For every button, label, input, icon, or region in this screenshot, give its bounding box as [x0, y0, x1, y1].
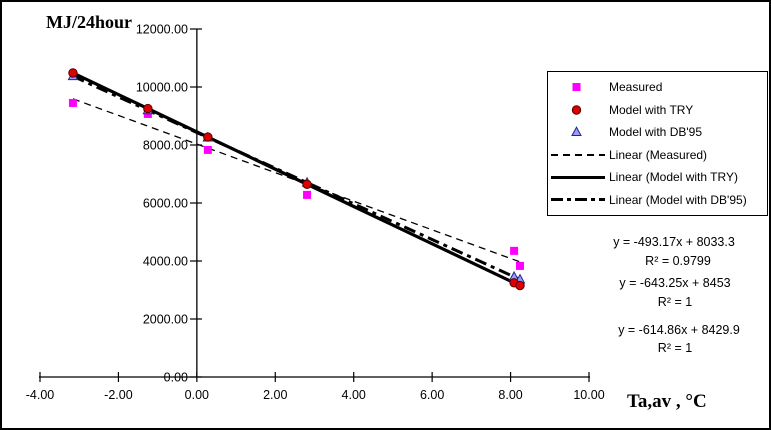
legend-label-linear-model-db95: Linear (Model with DB'95)	[609, 192, 747, 207]
equation-model-try[interactable]: y = -643.25x + 8453	[619, 276, 731, 290]
y-tick-label: 0.00	[164, 371, 188, 385]
series-measured[interactable]	[68, 98, 524, 270]
point-model-with-try[interactable]	[302, 179, 312, 189]
legend-label-model-db95: Model with DB'95	[609, 125, 702, 140]
legend-item-model-db95[interactable]: Model with DB'95	[548, 125, 767, 139]
x-tick-label: -4.00	[26, 388, 55, 402]
x-tick-label: -2.00	[104, 388, 133, 402]
trendline-linear-model-with-try[interactable]	[72, 71, 521, 288]
r-squared-model-try[interactable]: R² = 1	[657, 295, 693, 309]
legend-marker[interactable]	[572, 83, 581, 92]
legend-marker[interactable]	[571, 126, 582, 137]
dashed-line-icon	[551, 154, 605, 156]
y-tick-label: 10000.00	[136, 81, 188, 95]
measured-square-icon	[570, 81, 583, 93]
r-squared-measured[interactable]: R² = 0.9799	[645, 254, 711, 268]
equation-model-db95[interactable]: y = -614.86x + 8429.9	[618, 323, 740, 337]
point-measured[interactable]	[303, 190, 312, 199]
y-tick-label: 2000.00	[143, 313, 188, 327]
legend-item-linear-model-try[interactable]: Linear (Model with TRY)	[548, 170, 767, 184]
legend-label-model-try: Model with TRY	[609, 102, 694, 117]
legend-label-linear-model-try: Linear (Model with TRY)	[609, 170, 738, 185]
solid-line-icon	[551, 175, 605, 179]
legend-item-measured[interactable]: Measured	[548, 80, 767, 94]
y-tick-label: 12000.00	[136, 23, 188, 37]
trendline-linear-measured[interactable]	[72, 98, 521, 263]
point-measured[interactable]	[515, 261, 524, 270]
point-measured[interactable]	[203, 145, 212, 154]
point-measured[interactable]	[510, 246, 519, 255]
point-model-with-try[interactable]	[515, 280, 525, 291]
legend-box[interactable]: Measured Model with TRY Model with DB'95…	[547, 71, 768, 216]
point-measured[interactable]	[68, 98, 77, 107]
legend-item-model-try[interactable]: Model with TRY	[548, 103, 767, 117]
point-model-with-try[interactable]	[143, 103, 153, 114]
x-tick-label: 2.00	[263, 388, 287, 402]
y-axis-title[interactable]: MJ/24hour	[46, 12, 133, 32]
point-model-with-try[interactable]	[68, 68, 78, 78]
y-tick-label: 8000.00	[143, 139, 188, 153]
legend-marker[interactable]	[571, 105, 582, 115]
r-squared-model-db95[interactable]: R² = 1	[657, 341, 693, 355]
y-tick-label: 4000.00	[143, 255, 188, 269]
x-tick-label: 4.00	[342, 388, 366, 402]
point-model-with-try[interactable]	[203, 132, 213, 142]
x-tick-label: 6.00	[420, 388, 444, 402]
equation-measured[interactable]: y = -493.17x + 8033.3	[613, 235, 735, 249]
dashdot-line-icon	[551, 198, 605, 202]
legend-item-linear-model-db95[interactable]: Linear (Model with DB'95)	[548, 193, 767, 207]
model-db95-triangle-icon	[570, 126, 583, 138]
legend-item-linear-measured[interactable]: Linear (Measured)	[548, 148, 767, 162]
legend-label-measured: Measured	[609, 80, 663, 95]
series-model-with-try[interactable]	[68, 68, 525, 291]
trendline-linear-model-with-db-95[interactable]	[72, 74, 521, 281]
legend-label-linear-measured: Linear (Measured)	[609, 147, 708, 162]
x-tick-label: 0.00	[185, 388, 209, 402]
y-tick-label: 6000.00	[143, 197, 188, 211]
model-try-circle-icon	[570, 104, 583, 116]
x-tick-label: 8.00	[498, 388, 522, 402]
x-tick-label: 10.00	[573, 388, 604, 402]
x-axis-title[interactable]: Ta,av , °C	[627, 391, 707, 412]
